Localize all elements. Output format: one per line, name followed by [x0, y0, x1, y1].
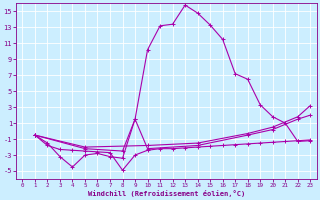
X-axis label: Windchill (Refroidissement éolien,°C): Windchill (Refroidissement éolien,°C) — [88, 190, 245, 197]
